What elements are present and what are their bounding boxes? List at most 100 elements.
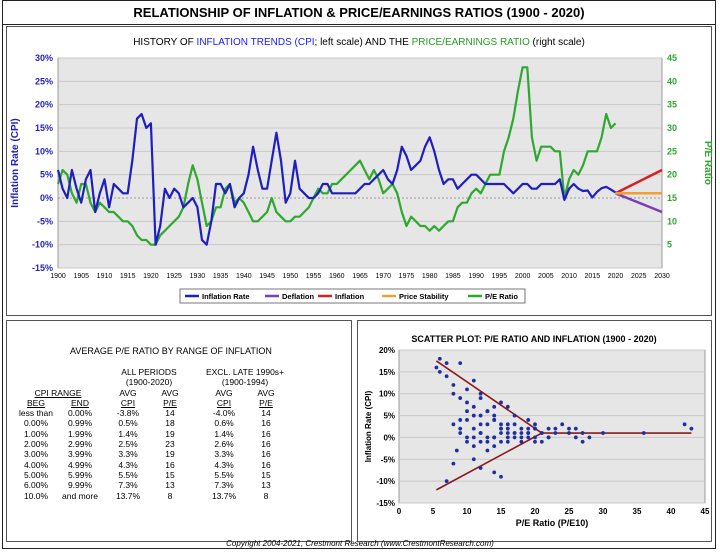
table-cell: 16 [261,449,271,460]
legend-label: Deflation [282,292,315,301]
scatter-chart: SCATTER PLOT: P/E RATIO AND INFLATION (1… [364,334,710,528]
y-right-tick-label: 15 [667,193,677,203]
table-cell: 1.4% [214,428,234,439]
x-tick-label: 2010 [561,273,577,280]
subtitle-post: (right scale) [529,37,585,48]
subtitle-pe: PRICE/EARNINGS RATIO [411,37,530,48]
scatter-point [465,400,469,405]
y-right-tick-label: 25 [667,146,677,156]
scatter-point [437,356,442,361]
scatter-point [485,439,490,444]
scatter-point [458,426,463,431]
scatter-point [601,431,605,435]
y-left-tick-label: 20% [35,100,53,110]
scatter-point [512,435,517,440]
table-cell: 14 [165,408,175,419]
x-tick-label: 25 [565,507,574,516]
series-line-deflation [615,192,663,214]
table-cell: 3.3% [214,449,234,460]
table-cell: 19 [165,428,175,439]
table-cell: 4.99% [67,459,93,470]
table-cell: 4.00% [23,459,49,470]
envelope-upper [435,360,543,434]
table-cell: 14 [261,408,271,419]
scatter-point [451,383,456,387]
y-right-tick-label: 40 [667,76,677,86]
spacer-cell [191,470,203,480]
scatter-point [519,439,524,444]
table-cell: 5.5% [214,469,234,480]
scatter-point [505,435,510,440]
table-row: 3.00% 3.99% 3.3% 19 3.3% 16 [14,449,287,459]
scatter-point [492,444,497,449]
col-bot-4: P/E [259,397,273,408]
scatter-point [499,474,503,479]
col-top-2: AVG [161,387,179,398]
x-tick-label: 1965 [352,273,368,280]
avg-table-wrap: ALL PERIODS EXCL. LATE 1990s+ (1900-2020… [14,367,287,501]
scatter-point [478,422,483,427]
group-header-all: ALL PERIODS [121,367,177,377]
y-left-tick-label: 15% [35,123,53,133]
x-tick-label: 1940 [236,273,252,280]
table-row: 2.00% 2.99% 2.5% 23 2.6% 16 [14,439,287,449]
scatter-point [505,426,510,431]
scatter-point [560,422,565,427]
legend-label: P/E Ratio [485,292,518,301]
x-tick-label: 1990 [468,273,484,280]
col-top-1: AVG [119,387,137,398]
col-beg: BEG [27,397,45,408]
table-cell: 1.99% [67,428,93,439]
avg-table-title: AVERAGE P/E RATIO BY RANGE OF INFLATION [70,346,272,356]
spacer-cell [191,429,203,439]
envelope-lower [436,432,543,491]
x-tick-label: 1920 [143,273,159,280]
scatter-point [444,479,449,484]
x-tick-label: 40 [667,507,676,516]
y-right-tick-label: 35 [667,100,677,110]
table-cell: 0.00% [23,418,49,429]
scatter-point [458,418,463,422]
x-tick-label: 1900 [50,273,66,280]
x-tick-label: 2025 [631,273,647,280]
x-tick-label: 2015 [585,273,601,280]
col-top-3: AVG [215,387,233,398]
group-sub-all: (1900-2020) [125,377,173,388]
table-cell: 18 [165,418,175,429]
y-tick-label: 0% [383,433,395,442]
scatter-point [526,418,531,422]
table-cell: 10.0% [23,490,49,501]
scatter-point [485,409,490,414]
table-cell: 16 [261,459,271,470]
x-tick-label: 1955 [306,273,322,280]
scatter-point [641,431,646,435]
col-end: END [71,397,89,408]
x-tick-label: 35 [633,507,642,516]
y-right-tick-label: 20 [667,170,677,180]
scatter-point [539,431,544,435]
y-tick-label: -5% [381,455,395,464]
scatter-point [505,431,510,435]
table-cell: 2.5% [118,439,138,450]
scatter-point [471,435,476,440]
scatter-point [471,457,476,462]
scatter-point [587,435,592,440]
scatter-point [512,413,517,418]
x-tick-label: 1975 [399,273,415,280]
scatter-point [553,431,558,435]
scatter-point [444,374,449,379]
scatter-point [478,466,483,470]
x-tick-label: 10 [463,507,472,516]
scatter-point [573,426,578,431]
history-line-chart: -15%-10%-5%0%5%10%15%20%25%30%5101520253… [10,53,713,304]
y-left-tick-label: -10% [32,240,53,250]
table-cell: 16 [261,428,271,439]
y-right-axis-label: P/E Ratio [702,141,713,185]
scatter-plot-area [398,349,706,504]
scatter-point [567,431,571,435]
table-cell: 4.3% [214,459,234,470]
x-tick-label: 45 [701,507,710,516]
table-cell: 7.3% [118,480,138,491]
table-cell: 0.5% [118,418,138,429]
table-cell: 1.00% [23,428,49,439]
